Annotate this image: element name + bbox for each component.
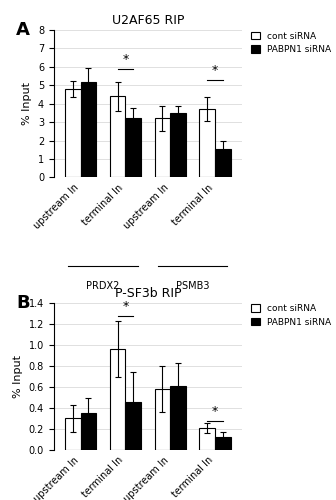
Legend: cont siRNA, PABPN1 siRNA: cont siRNA, PABPN1 siRNA bbox=[251, 304, 332, 326]
Bar bbox=[199, 109, 215, 178]
Title: P-SF3b RIP: P-SF3b RIP bbox=[115, 287, 181, 300]
Text: PSMB3: PSMB3 bbox=[176, 280, 209, 290]
Bar bbox=[170, 386, 186, 450]
Bar bbox=[199, 428, 215, 450]
Text: *: * bbox=[122, 52, 129, 66]
Bar bbox=[125, 118, 141, 178]
Bar bbox=[110, 96, 125, 178]
Y-axis label: % Input: % Input bbox=[22, 82, 32, 125]
Bar bbox=[65, 418, 81, 450]
Title: U2AF65 RIP: U2AF65 RIP bbox=[112, 14, 184, 28]
Bar bbox=[215, 438, 231, 450]
Text: *: * bbox=[212, 404, 218, 417]
Bar bbox=[81, 413, 96, 450]
Text: B: B bbox=[16, 294, 30, 312]
Bar bbox=[81, 82, 96, 178]
Legend: cont siRNA, PABPN1 siRNA: cont siRNA, PABPN1 siRNA bbox=[251, 32, 332, 54]
Text: A: A bbox=[16, 21, 30, 39]
Text: PRDX2: PRDX2 bbox=[86, 280, 120, 290]
Bar bbox=[215, 149, 231, 178]
Bar bbox=[65, 89, 81, 178]
Bar bbox=[125, 402, 141, 450]
Text: *: * bbox=[212, 64, 218, 77]
Y-axis label: % Input: % Input bbox=[13, 355, 23, 398]
Text: *: * bbox=[122, 300, 129, 314]
Bar bbox=[170, 113, 186, 178]
Bar bbox=[110, 349, 125, 450]
Bar bbox=[155, 118, 170, 178]
Bar bbox=[155, 389, 170, 450]
